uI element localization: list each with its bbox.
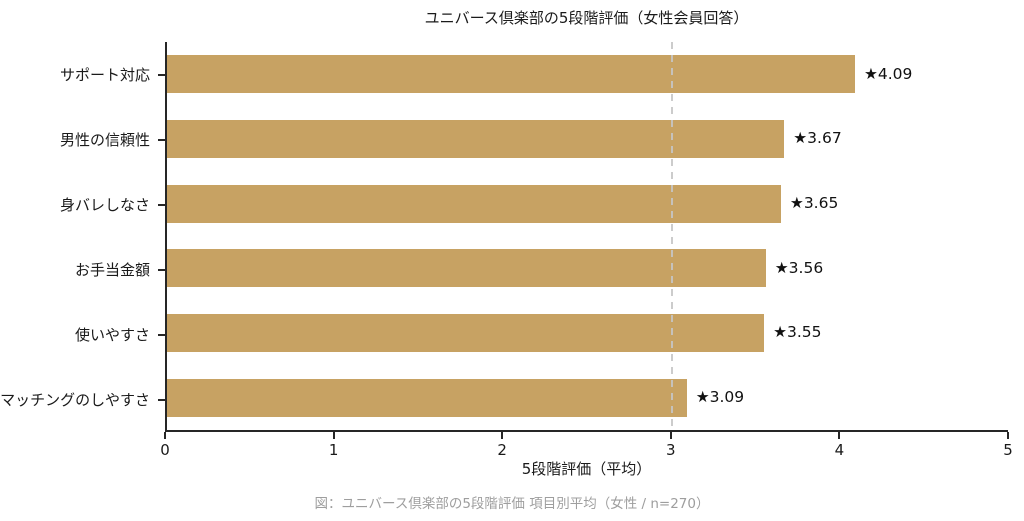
bar-rows: ★4.09 ★3.67 ★3.65 ★3.56 ★3.55 ★3.09	[167, 42, 1008, 430]
bar-row: ★3.09	[167, 365, 1008, 430]
bar-value-label: ★3.56	[774, 258, 824, 277]
x-tick-label: 3	[666, 441, 676, 459]
bar-row: ★3.65	[167, 171, 1008, 236]
plot-area: ★4.09 ★3.67 ★3.65 ★3.56 ★3.55 ★3.09	[165, 42, 1008, 432]
x-tick-mark	[1007, 432, 1009, 439]
x-tick-label: 5	[1003, 441, 1013, 459]
x-tick-mark	[669, 432, 672, 439]
bar-row: ★4.09	[167, 42, 1008, 107]
bar-row: ★3.67	[167, 107, 1008, 172]
bar	[167, 120, 785, 158]
bar-row: ★3.55	[167, 301, 1008, 366]
bar-value-label: ★3.09	[695, 387, 745, 406]
x-tick-mark	[838, 432, 841, 439]
reference-line-x3	[670, 42, 673, 430]
y-tick-mark	[158, 398, 165, 401]
y-tick-mark	[158, 73, 165, 76]
category-label: お手当金額	[74, 261, 150, 279]
category-label: 使いやすさ	[74, 326, 150, 344]
y-tick-mark	[158, 203, 165, 206]
bar-value-label: ★3.67	[793, 129, 842, 148]
bar	[167, 249, 766, 288]
bar-value-label: ★3.65	[789, 193, 839, 212]
x-tick-label: 2	[497, 441, 507, 459]
chart-title: ユニバース倶楽部の5段階評価（女性会員回答）	[424, 9, 749, 27]
x-axis-ticks: 0 1 2 3 4 5	[160, 432, 1013, 460]
bar	[167, 55, 855, 94]
bar-value-label: ★4.09	[863, 64, 913, 83]
x-tick-label: 0	[160, 441, 170, 459]
x-tick-mark	[164, 432, 166, 439]
bar	[167, 314, 765, 353]
y-axis-category-labels: サポート対応 男性の信頼性 身バレしなさ お手当金額 使いやすさ マッチングのし…	[0, 42, 150, 432]
x-axis-label: 5段階評価（平均）	[521, 460, 652, 478]
category-label: 身バレしなさ	[59, 196, 150, 214]
bar-value-label: ★3.55	[773, 323, 822, 342]
x-tick-label: 4	[834, 441, 845, 459]
category-label: マッチングのしやすさ	[0, 391, 150, 409]
y-tick-mark	[158, 333, 165, 336]
bar	[167, 184, 781, 223]
bar	[167, 378, 687, 417]
y-tick-mark	[158, 268, 165, 271]
category-label: 男性の信頼性	[59, 131, 150, 149]
category-label: サポート対応	[59, 66, 150, 84]
x-tick-label: 1	[328, 441, 339, 459]
chart-caption: 図：ユニバース倶楽部の5段階評価 項目別平均（女性 / n=270）	[314, 496, 710, 512]
y-tick-mark	[158, 138, 165, 141]
y-axis-ticks	[158, 42, 165, 432]
x-tick-mark	[501, 432, 504, 439]
bar-row: ★3.56	[167, 236, 1008, 301]
x-tick-mark	[332, 432, 335, 439]
